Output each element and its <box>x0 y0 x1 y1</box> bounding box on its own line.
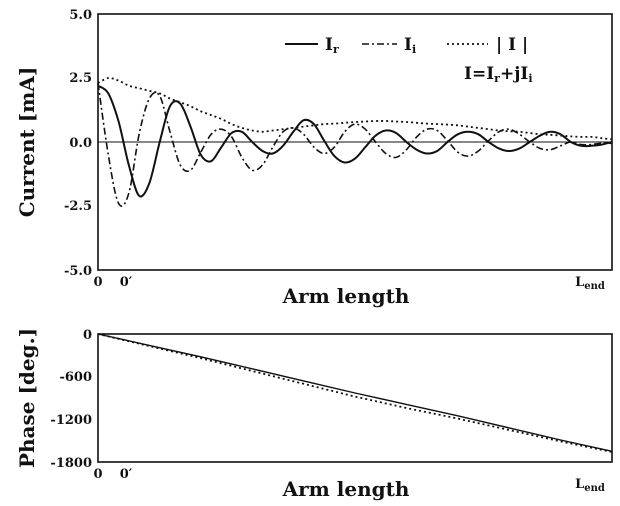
y-tick-label: 5.0 <box>69 8 92 23</box>
y-tick-label: -1200 <box>50 413 92 428</box>
x-tick-label-origin: 0 <box>93 467 102 482</box>
x-tick-label-origin-prime: 0′ <box>120 275 133 290</box>
phase-plot-frame <box>97 333 613 463</box>
y-tick-label: 2.5 <box>69 71 92 86</box>
legend: Ir Ii | I | I=Ir+jIi <box>285 35 533 85</box>
x-tick-label-end: Lend <box>575 477 605 494</box>
x-tick-label-origin-prime: 0′ <box>120 467 133 482</box>
series-line-ir <box>97 84 613 198</box>
x-tick-label-end: Lend <box>575 275 605 292</box>
legend-label-ii: Ii <box>404 35 416 56</box>
series-line-abs <box>97 77 613 141</box>
y-tick-label: -2.5 <box>64 199 92 214</box>
current-y-axis-label: Current [mA] <box>15 67 39 218</box>
current-chart: 5.0 2.5 0.0 -2.5 -5.0 0 0′ Lend Current … <box>15 8 613 308</box>
y-tick-label: -1800 <box>50 456 92 471</box>
legend-label-ir: Ir <box>325 35 339 56</box>
x-tick-label-origin: 0 <box>93 275 102 290</box>
current-x-axis-label: Arm length <box>282 284 410 308</box>
y-tick-label: -600 <box>59 370 92 385</box>
legend-equation: I=Ir+jIi <box>464 64 533 85</box>
y-tick-label: -5.0 <box>64 264 92 279</box>
y-tick-label: 0.0 <box>69 136 92 151</box>
legend-label-abs: | I | <box>496 35 528 55</box>
phase-chart: 0 -600 -1200 -1800 0 0′ Lend Phase [deg.… <box>15 328 613 501</box>
phase-y-axis-label: Phase [deg.] <box>15 328 39 468</box>
phase-x-axis-label: Arm length <box>282 477 410 501</box>
y-tick-label: 0 <box>83 328 92 343</box>
series-line-ii <box>97 82 613 207</box>
phase-line-solid <box>97 333 613 452</box>
